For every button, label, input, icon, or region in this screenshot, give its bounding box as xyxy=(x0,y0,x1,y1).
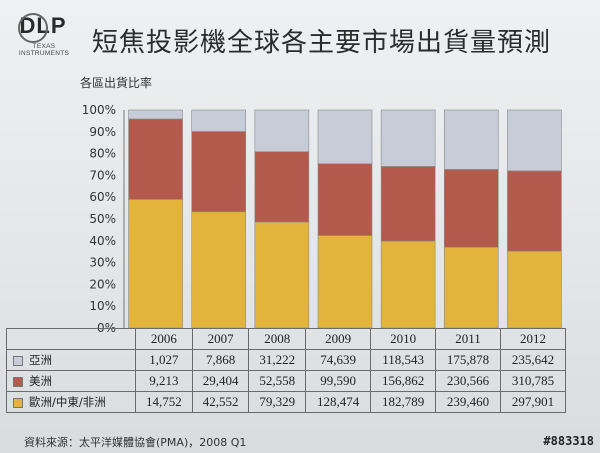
bar-segment xyxy=(443,109,499,170)
value-cell: 79,329 xyxy=(248,391,307,413)
series-name: 亞洲 xyxy=(29,353,52,367)
value-cell: 52,558 xyxy=(248,370,307,392)
bar-segment xyxy=(507,109,562,172)
bar-segment xyxy=(380,166,436,242)
value-cell: 182,789 xyxy=(370,391,437,413)
year-header-cell: 2006 xyxy=(135,328,193,350)
bar-segment xyxy=(254,221,310,329)
y-tick-label: 60% xyxy=(89,190,116,204)
table-corner-cell xyxy=(6,328,136,350)
value-cell: 118,543 xyxy=(370,349,437,371)
y-tick-label: 20% xyxy=(89,277,116,291)
bar-segment xyxy=(128,199,183,329)
bar-segment xyxy=(128,118,183,200)
table-row: 歐洲/中東/非洲 14,752 42,552 79,329 128,474 182,789… xyxy=(6,391,566,413)
bar-segment xyxy=(507,170,562,252)
value-cell: 239,460 xyxy=(435,391,502,413)
year-header-cell: 2012 xyxy=(500,328,566,350)
series-name: 歐洲/中東/非洲 xyxy=(29,395,106,409)
series-label-cell: 亞洲 xyxy=(6,349,136,371)
bar-segment xyxy=(443,169,499,248)
value-cell: 297,901 xyxy=(500,391,566,413)
series-label-cell: 美洲 xyxy=(6,370,136,392)
bar-segment xyxy=(191,211,247,329)
value-cell: 175,878 xyxy=(435,349,502,371)
year-header-cell: 2010 xyxy=(370,328,437,350)
value-cell: 1,027 xyxy=(135,349,193,371)
value-cell: 7,868 xyxy=(191,349,250,371)
bar-segment xyxy=(380,240,436,329)
y-tick-label: 10% xyxy=(89,299,116,313)
watermark: #883318 xyxy=(543,434,594,448)
table-header-row: 2006 2007 2008 2009 2010 2011 2012 xyxy=(6,328,566,350)
y-tick-label: 100% xyxy=(82,103,116,117)
value-cell: 14,752 xyxy=(135,391,193,413)
legend-swatch xyxy=(13,397,23,408)
year-header-cell: 2011 xyxy=(435,328,502,350)
series-name: 美洲 xyxy=(29,374,52,388)
bar-segment xyxy=(254,109,310,153)
bar-segment xyxy=(380,109,436,167)
y-axis-label: 各區出貨比率 xyxy=(80,76,153,90)
y-tick-label: 90% xyxy=(89,125,116,139)
table-row: 美洲 9,213 29,404 52,558 99,590 156,862 230,566 3… xyxy=(6,370,566,392)
y-tick-label: 70% xyxy=(89,168,116,182)
bar-segment xyxy=(254,151,310,223)
value-cell: 310,785 xyxy=(500,370,566,392)
bar-segment xyxy=(191,131,247,213)
bar-segment xyxy=(317,163,373,236)
source-note: 資料來源：太平洋媒體協會(PMA)，2008 Q1 xyxy=(24,436,247,449)
legend-swatch xyxy=(13,376,23,387)
legend-swatch xyxy=(13,355,23,366)
bar-segment xyxy=(443,246,499,329)
bar-segment xyxy=(317,235,373,329)
series-label-cell: 歐洲/中東/非洲 xyxy=(6,391,136,413)
value-cell: 128,474 xyxy=(305,391,372,413)
value-cell: 99,590 xyxy=(305,370,372,392)
value-cell: 9,213 xyxy=(135,370,193,392)
bar-segment xyxy=(191,109,247,132)
y-tick-label: 40% xyxy=(89,234,116,248)
y-tick-label: 30% xyxy=(89,256,116,270)
bar-segment xyxy=(317,109,373,165)
y-tick-label: 50% xyxy=(89,212,116,226)
value-cell: 230,566 xyxy=(435,370,502,392)
dlp-logo: DLP TEXAS INSTRUMENTS xyxy=(8,10,78,57)
bar-segment xyxy=(507,250,562,329)
bar-segment xyxy=(128,109,183,120)
year-header-cell: 2008 xyxy=(248,328,307,350)
logo-mark: DLP xyxy=(8,10,78,43)
y-tick-label: 80% xyxy=(89,147,116,161)
value-cell: 42,552 xyxy=(191,391,250,413)
value-cell: 29,404 xyxy=(191,370,250,392)
logo-subtitle: TEXAS INSTRUMENTS xyxy=(18,43,70,57)
year-header-cell: 2009 xyxy=(305,328,372,350)
value-cell: 74,639 xyxy=(305,349,372,371)
value-cell: 156,862 xyxy=(370,370,437,392)
data-table: 2006 2007 2008 2009 2010 2011 2012 亞洲 1,027 7,868… xyxy=(6,328,566,413)
value-cell: 235,642 xyxy=(500,349,566,371)
table-row: 亞洲 1,027 7,868 31,222 74,639 118,543 175,878 23… xyxy=(6,349,566,371)
year-header-cell: 2007 xyxy=(191,328,250,350)
value-cell: 31,222 xyxy=(248,349,307,371)
page-title: 短焦投影機全球各主要市場出貨量預測 xyxy=(92,28,552,58)
